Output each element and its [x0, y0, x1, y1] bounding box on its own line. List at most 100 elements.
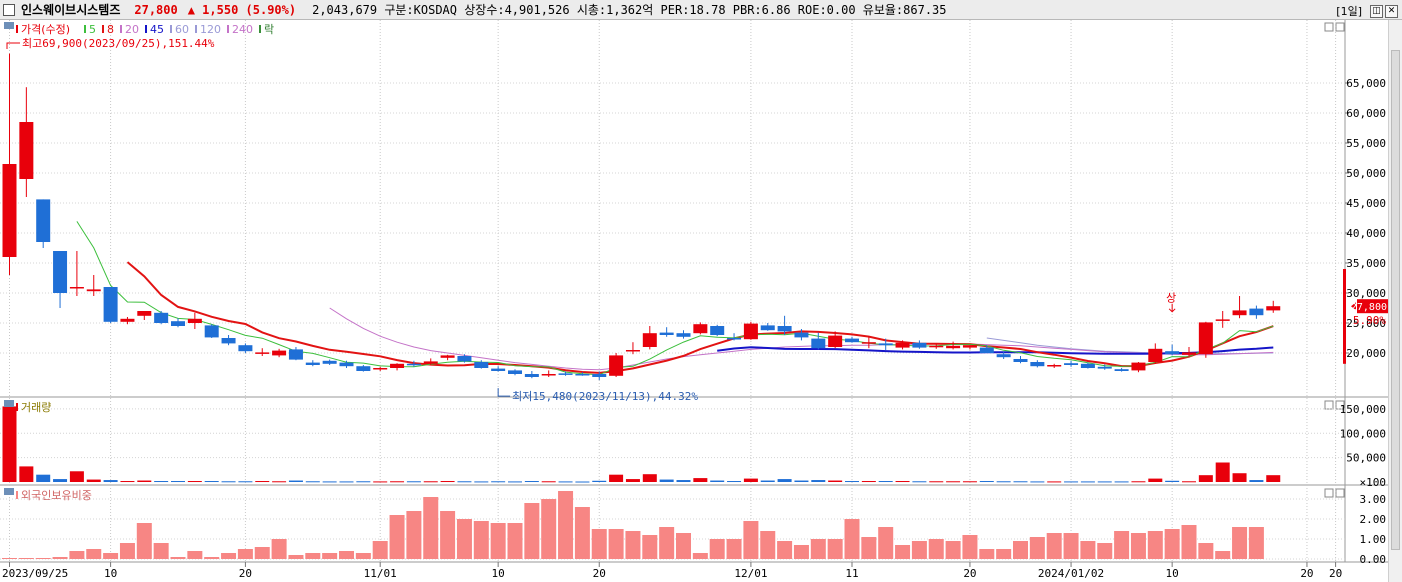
- vertical-scrollbar[interactable]: [1388, 20, 1402, 582]
- x-tick-label: 11: [845, 567, 858, 580]
- volume-bar: [2, 406, 17, 482]
- foreign-bar: [1114, 531, 1130, 559]
- legend-marker: [102, 25, 104, 33]
- stock-chart[interactable]: 20,000 25,000 30,000 35,000 40,000 45,000 50,0…: [0, 20, 1388, 582]
- foreign-bar: [52, 557, 68, 559]
- volume-bar: [979, 481, 994, 483]
- foreign-bar: [709, 539, 725, 559]
- volume-bar: [575, 481, 590, 483]
- legend-marker: [195, 25, 197, 33]
- foreign-bar: [962, 535, 978, 559]
- foreign-bar: [844, 519, 860, 559]
- foreign-y-tick-label: 1.00: [1360, 533, 1387, 546]
- foreign-label: 외국인보유비중: [21, 489, 92, 502]
- foreign-bar: [221, 553, 237, 559]
- foreign-bar: [1029, 537, 1045, 559]
- scrollbar-thumb[interactable]: [1391, 50, 1400, 550]
- foreign-bar: [625, 531, 641, 559]
- foreign-bar: [372, 541, 388, 559]
- window-checkbox[interactable]: [3, 3, 15, 16]
- foreign-bar: [1063, 533, 1079, 559]
- price-change: ▲ 1,550 (5.90%): [187, 2, 297, 17]
- volume-bar: [19, 466, 34, 482]
- legend-marker: [16, 25, 18, 33]
- candle-body: [524, 374, 539, 377]
- candle-body: [558, 373, 573, 375]
- foreign-bar: [1232, 527, 1248, 559]
- candle-body: [1097, 366, 1112, 369]
- foreign-bar: [423, 497, 439, 559]
- foreign-y-tick-label: 3.00: [1360, 493, 1387, 506]
- candle-body: [912, 342, 927, 348]
- candle-body: [1182, 352, 1196, 355]
- candle-body: [221, 338, 236, 344]
- volume-bar: [187, 481, 202, 483]
- foreign-bar: [760, 531, 776, 559]
- candle-body: [946, 345, 961, 349]
- candle-body: [676, 333, 691, 337]
- volume-bar: [238, 481, 253, 483]
- x-tick-label: 10: [492, 567, 505, 580]
- foreign-y-tick-label: 2.00: [1360, 513, 1387, 526]
- volume-bar: [390, 481, 405, 483]
- candle-body: [1131, 362, 1146, 371]
- ma5-line: [76, 221, 1274, 376]
- volume-bar: [322, 481, 337, 483]
- foreign-bar: [1097, 543, 1113, 559]
- candle-body: [53, 251, 68, 293]
- candle-body: [962, 345, 977, 348]
- legend-marker: [259, 25, 261, 33]
- foreign-bar: [827, 539, 843, 559]
- price-y-tick-label: 40,000: [1346, 227, 1386, 240]
- legend-marker: [16, 491, 18, 499]
- candle-body: [693, 324, 708, 334]
- volume-bar: [1114, 481, 1129, 483]
- volume-bar: [760, 480, 775, 482]
- candle-body: [255, 352, 270, 354]
- pane-maximize-button: [1335, 22, 1345, 32]
- volume-bar: [1030, 481, 1045, 483]
- close-button[interactable]: ✕: [1385, 4, 1398, 18]
- pane-collapse-icon: [4, 22, 14, 29]
- foreign-bar: [928, 539, 944, 559]
- window-controls: [1일] ◫ ✕: [1336, 3, 1398, 19]
- volume-bar: [423, 481, 438, 483]
- high-arrow: [6, 42, 20, 49]
- foreign-bar: [1181, 525, 1197, 559]
- candle-body: [171, 321, 185, 326]
- pane-maximize-button: [1335, 488, 1345, 498]
- candle-body: [2, 164, 17, 257]
- candle-body: [187, 318, 202, 323]
- candle-body: [373, 368, 388, 370]
- volume-bar: [120, 481, 135, 483]
- foreign-bar: [878, 527, 894, 559]
- candle-body: [1114, 369, 1129, 371]
- high-label: 최고69,900(2023/09/25),151.44%: [22, 37, 215, 50]
- x-tick-label: 2023/09/25: [2, 567, 68, 580]
- foreign-bar: [2, 558, 17, 559]
- legend-marker: [84, 25, 86, 33]
- foreign-bar: [305, 553, 321, 559]
- sang-arrow: [1168, 303, 1176, 313]
- foreign-bar: [945, 541, 961, 559]
- foreign-bar: [726, 539, 742, 559]
- volume-label: 거래량: [21, 401, 51, 414]
- foreign-bar: [69, 551, 85, 559]
- restore-button[interactable]: ◫: [1370, 4, 1383, 18]
- foreign-bar: [861, 537, 877, 559]
- foreign-bar: [322, 553, 338, 559]
- legend-marker: [120, 25, 122, 33]
- legend-extra-label: 락: [264, 23, 274, 36]
- foreign-bar: [1046, 533, 1062, 559]
- volume-bar: [524, 481, 539, 483]
- candle-body: [69, 287, 84, 289]
- period-label[interactable]: [1일]: [1336, 5, 1362, 18]
- foreign-bar: [153, 543, 169, 559]
- volume-bar: [1249, 480, 1264, 482]
- foreign-bar: [288, 555, 304, 559]
- volume-bar: [508, 481, 522, 483]
- low-label: 최저15,480(2023/11/13),44.32%: [512, 390, 698, 403]
- volume-bar: [1182, 481, 1196, 483]
- candle-body: [625, 350, 640, 352]
- volume-bar: [154, 481, 169, 483]
